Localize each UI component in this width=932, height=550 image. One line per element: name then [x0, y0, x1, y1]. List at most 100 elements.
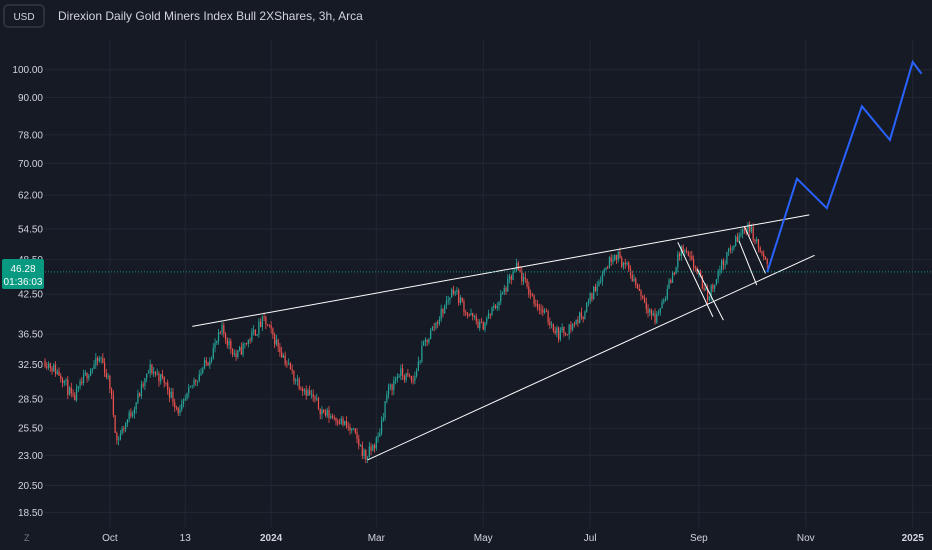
candle-body	[144, 378, 146, 386]
candle-body	[128, 412, 130, 420]
candle-body	[126, 419, 129, 424]
candle-body	[140, 384, 143, 396]
candle-body	[522, 277, 525, 282]
candle-body	[508, 276, 511, 279]
candle-body	[596, 286, 598, 292]
flag-line-2a-trendline[interactable]	[743, 226, 766, 274]
candle-body	[244, 343, 246, 344]
candle-body	[151, 364, 153, 374]
time-axis[interactable]: Oct 13 2024 Mar May Jul Sep Nov 2025	[102, 533, 924, 544]
candle-body	[75, 388, 78, 401]
candle-body	[189, 385, 192, 388]
candle-body	[624, 262, 626, 265]
candle-body	[344, 421, 346, 425]
candle-body	[268, 324, 270, 326]
candle-body	[261, 316, 263, 328]
candle-body	[387, 386, 390, 395]
candle-body	[291, 369, 293, 371]
x-tick-label: Nov	[797, 533, 815, 544]
candle-body	[121, 428, 123, 434]
candle-body	[543, 310, 546, 313]
candle-body	[531, 294, 533, 296]
candle-body	[137, 393, 139, 403]
candle-body	[309, 390, 311, 395]
candle-body	[649, 309, 651, 313]
candle-body	[337, 421, 339, 424]
candle-body	[498, 301, 500, 306]
candle-body	[384, 401, 386, 418]
x-tick-label: Mar	[368, 533, 386, 544]
candle-body	[607, 267, 609, 269]
candle-body	[249, 339, 251, 341]
candle-body	[601, 273, 604, 281]
candle-body	[691, 255, 693, 260]
projection-line[interactable]	[766, 59, 923, 273]
candle-body	[445, 301, 448, 306]
candle-body	[112, 395, 114, 416]
candle-body	[186, 392, 188, 399]
candle-body	[621, 258, 623, 267]
candle-body	[202, 368, 204, 373]
candle-body	[640, 290, 642, 296]
candle-body	[542, 309, 544, 313]
candle-body	[154, 372, 157, 374]
candle-body	[456, 290, 458, 292]
currency-label[interactable]: USD	[13, 12, 34, 23]
candle-body	[489, 313, 491, 315]
candle-body	[305, 389, 307, 396]
candle-body	[554, 330, 556, 334]
projection-path	[766, 59, 923, 273]
candle-body	[407, 373, 409, 376]
flag-line-1a-trendline[interactable]	[677, 242, 714, 317]
candle-body	[757, 239, 760, 248]
candle-body	[671, 272, 674, 283]
candle-body	[749, 224, 751, 232]
candle-body	[605, 267, 607, 270]
x-tick-label: Jul	[584, 533, 597, 544]
y-tick-label: 78.00	[18, 130, 43, 141]
candle-body	[386, 394, 388, 402]
candle-body	[717, 271, 719, 280]
lower-channel-trendline[interactable]	[367, 254, 815, 461]
candle-body	[356, 432, 358, 439]
currency-button[interactable]: USD	[3, 4, 45, 28]
candle-body	[703, 288, 705, 291]
candles	[44, 221, 768, 464]
candle-body	[118, 439, 120, 441]
candle-body	[409, 375, 411, 377]
x-tick-label: Oct	[102, 533, 118, 544]
candle-body	[302, 388, 304, 392]
upper-channel-trendline[interactable]	[192, 214, 810, 327]
candle-body	[147, 372, 150, 374]
candle-body	[163, 377, 165, 383]
flag-line-2b-trendline[interactable]	[738, 241, 758, 286]
timezone-button[interactable]: Z	[24, 533, 30, 543]
candle-body	[149, 364, 151, 373]
candle-body	[594, 286, 597, 292]
candle-body	[430, 330, 432, 339]
candle-body	[133, 409, 136, 414]
candle-body	[361, 444, 363, 457]
price-axis[interactable]: 18.50 20.50 23.00 25.50 28.50 32.50 36.50 42.50…	[12, 65, 43, 519]
candle-body	[675, 267, 677, 275]
candle-body	[272, 328, 274, 335]
candle-body	[396, 376, 398, 380]
y-tick-label: 28.50	[18, 395, 43, 406]
candle-body	[203, 360, 206, 369]
candle-body	[622, 262, 625, 267]
currency-button-box[interactable]	[3, 4, 45, 28]
y-tick-label: 42.50	[18, 290, 43, 301]
candle-body	[330, 416, 332, 418]
candle-body	[380, 420, 383, 434]
candle-body	[540, 309, 542, 311]
candle-body	[503, 288, 505, 293]
candle-body	[95, 358, 97, 365]
grid	[45, 40, 932, 527]
candle-body	[167, 382, 169, 391]
candle-body	[274, 334, 276, 345]
flag-line-1b-trendline[interactable]	[696, 268, 724, 321]
candle-body	[89, 370, 92, 376]
candle-body	[743, 229, 746, 231]
